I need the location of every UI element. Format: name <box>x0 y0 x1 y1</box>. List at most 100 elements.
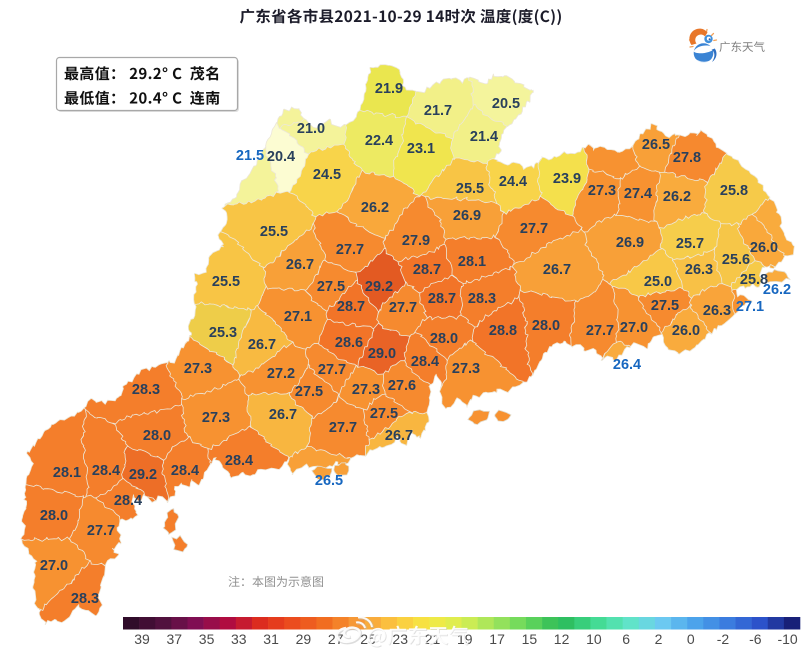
svg-text:23.1: 23.1 <box>407 141 435 157</box>
svg-text:28.0: 28.0 <box>40 508 68 524</box>
svg-text:27.8: 27.8 <box>673 150 701 166</box>
svg-text:28.1: 28.1 <box>53 465 81 481</box>
svg-text:21.5: 21.5 <box>236 148 264 164</box>
svg-text:15: 15 <box>522 631 538 647</box>
svg-text:35: 35 <box>199 631 215 647</box>
svg-text:29: 29 <box>296 631 312 647</box>
svg-text:27.6: 27.6 <box>388 378 416 394</box>
svg-text:28.8: 28.8 <box>489 323 517 339</box>
svg-text:27.3: 27.3 <box>202 410 230 426</box>
svg-text:27.7: 27.7 <box>336 242 364 258</box>
svg-text:26.3: 26.3 <box>703 303 731 319</box>
svg-text:25.6: 25.6 <box>722 252 750 268</box>
svg-text:21.0: 21.0 <box>297 121 325 137</box>
svg-text:28.6: 28.6 <box>335 335 363 351</box>
svg-text:26.5: 26.5 <box>315 473 343 489</box>
svg-text:27.7: 27.7 <box>87 523 115 539</box>
svg-text:25: 25 <box>360 631 376 647</box>
svg-text:33: 33 <box>231 631 247 647</box>
svg-text:27.3: 27.3 <box>184 361 212 377</box>
svg-text:27.5: 27.5 <box>317 279 345 295</box>
svg-text:20.5: 20.5 <box>492 96 520 112</box>
svg-text:21.4: 21.4 <box>470 129 498 145</box>
svg-text:29.0: 29.0 <box>368 346 396 362</box>
svg-text:27.7: 27.7 <box>586 323 614 339</box>
svg-text:26.0: 26.0 <box>672 323 700 339</box>
svg-text:25.3: 25.3 <box>209 325 237 341</box>
svg-text:28.0: 28.0 <box>430 331 458 347</box>
svg-text:23.9: 23.9 <box>553 171 581 187</box>
svg-text:28.3: 28.3 <box>71 591 99 607</box>
svg-text:27.3: 27.3 <box>452 361 480 377</box>
svg-text:-6: -6 <box>749 631 762 647</box>
svg-text:26.7: 26.7 <box>385 428 413 444</box>
svg-text:27.2: 27.2 <box>267 366 295 382</box>
svg-text:25.8: 25.8 <box>740 272 768 288</box>
svg-text:37: 37 <box>167 631 183 647</box>
svg-text:-10: -10 <box>777 631 797 647</box>
svg-text:26.2: 26.2 <box>361 200 389 216</box>
svg-text:27.3: 27.3 <box>588 183 616 199</box>
svg-text:17: 17 <box>489 631 505 647</box>
svg-text:28.0: 28.0 <box>143 428 171 444</box>
svg-text:23: 23 <box>392 631 408 647</box>
svg-text:2: 2 <box>655 631 663 647</box>
svg-text:39: 39 <box>134 631 150 647</box>
svg-text:28.7: 28.7 <box>337 299 365 315</box>
svg-text:27.3: 27.3 <box>352 382 380 398</box>
svg-text:28.7: 28.7 <box>428 291 456 307</box>
svg-text:12: 12 <box>554 631 570 647</box>
svg-text:26.7: 26.7 <box>269 407 297 423</box>
svg-text:28.7: 28.7 <box>413 262 441 278</box>
svg-text:28.4: 28.4 <box>171 463 199 479</box>
svg-text:26.0: 26.0 <box>750 240 778 256</box>
svg-text:26.2: 26.2 <box>763 282 791 298</box>
svg-text:28.4: 28.4 <box>92 463 120 479</box>
svg-text:26.7: 26.7 <box>286 257 314 273</box>
svg-text:26.2: 26.2 <box>663 189 691 205</box>
svg-text:27.1: 27.1 <box>736 299 764 315</box>
svg-text:27.1: 27.1 <box>284 309 312 325</box>
svg-text:10: 10 <box>586 631 602 647</box>
svg-text:28.1: 28.1 <box>458 254 486 270</box>
svg-text:27.7: 27.7 <box>520 221 548 237</box>
svg-text:25.8: 25.8 <box>720 183 748 199</box>
svg-text:26.9: 26.9 <box>453 208 481 224</box>
svg-text:27: 27 <box>328 631 344 647</box>
svg-text:21.9: 21.9 <box>375 81 403 97</box>
svg-text:28.3: 28.3 <box>132 382 160 398</box>
svg-text:25.5: 25.5 <box>212 274 240 290</box>
svg-text:28.4: 28.4 <box>411 354 439 370</box>
svg-text:22.4: 22.4 <box>365 133 393 149</box>
svg-text:27.0: 27.0 <box>620 320 648 336</box>
svg-text:28.4: 28.4 <box>225 453 253 469</box>
svg-text:27.7: 27.7 <box>389 300 417 316</box>
svg-text:27.7: 27.7 <box>318 362 346 378</box>
svg-text:24.5: 24.5 <box>313 167 341 183</box>
svg-text:28.3: 28.3 <box>468 291 496 307</box>
svg-text:26.7: 26.7 <box>248 337 276 353</box>
svg-text:25.5: 25.5 <box>456 181 484 197</box>
svg-text:27.4: 27.4 <box>624 186 652 202</box>
svg-text:27.5: 27.5 <box>651 298 679 314</box>
svg-text:-2: -2 <box>717 631 730 647</box>
svg-text:29.2: 29.2 <box>129 467 157 483</box>
svg-text:27.5: 27.5 <box>370 406 398 422</box>
svg-text:27.0: 27.0 <box>40 558 68 574</box>
svg-text:24.4: 24.4 <box>499 174 527 190</box>
svg-text:28.0: 28.0 <box>532 318 560 334</box>
svg-text:20.4: 20.4 <box>267 149 295 165</box>
svg-text:31: 31 <box>263 631 279 647</box>
svg-text:25.5: 25.5 <box>260 224 288 240</box>
svg-text:26.7: 26.7 <box>543 262 571 278</box>
svg-text:26.9: 26.9 <box>616 235 644 251</box>
svg-text:27.7: 27.7 <box>329 420 357 436</box>
svg-text:28.4: 28.4 <box>114 493 142 509</box>
svg-text:0: 0 <box>687 631 695 647</box>
svg-text:25.0: 25.0 <box>644 274 672 290</box>
svg-text:27.5: 27.5 <box>295 384 323 400</box>
svg-text:26.3: 26.3 <box>685 262 713 278</box>
svg-text:29.2: 29.2 <box>365 279 393 295</box>
svg-text:26.4: 26.4 <box>613 357 641 373</box>
svg-text:26.5: 26.5 <box>642 137 670 153</box>
